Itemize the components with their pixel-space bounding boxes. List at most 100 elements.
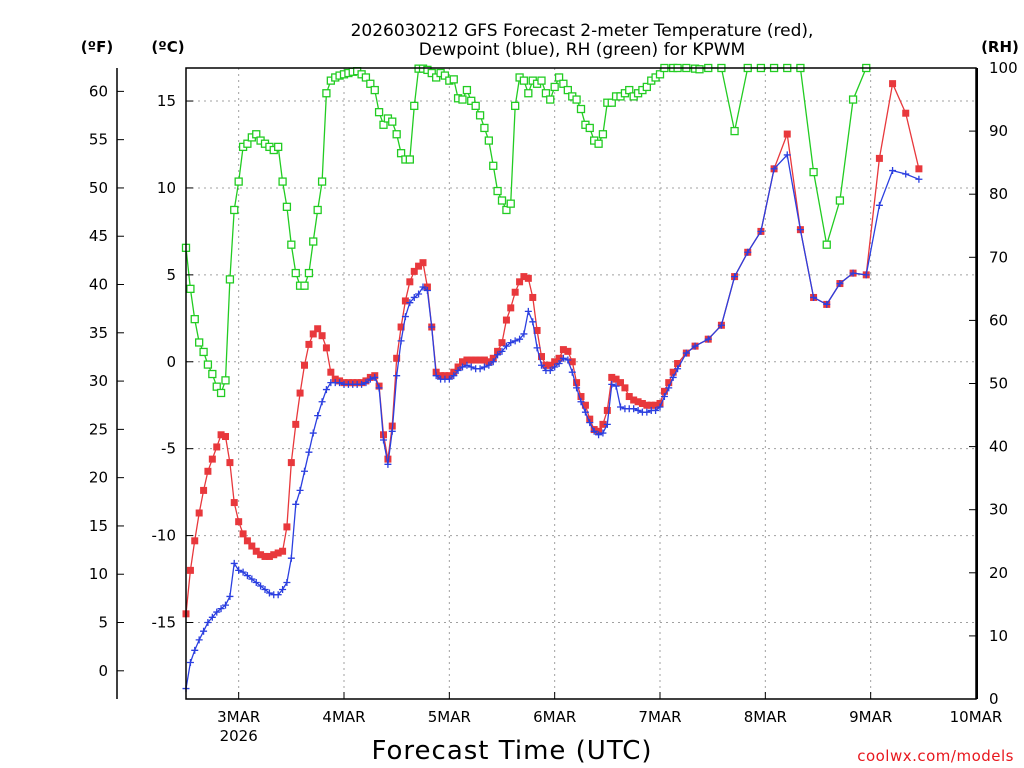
dewpoint-point [586,419,594,427]
temperature-point [507,304,515,312]
dewpoint-point [305,448,313,456]
temperature-point [498,339,506,347]
c-tick-label: -15 [152,614,177,632]
rh-point [458,95,467,104]
dewpoint-point [230,559,238,567]
dewpoint-point [603,420,611,428]
dewpoint-point [546,366,554,374]
dewpoint-point [516,335,524,343]
f-tick-label: 40 [89,276,108,294]
rh-point [502,205,511,215]
temperature-point [217,431,225,439]
temperature-point [200,486,208,494]
rh-point [594,139,603,148]
rh-tick-label: 70 [989,248,1008,266]
temperature-point [674,360,682,368]
dewpoint-point [875,201,883,209]
temperature-point [239,530,247,538]
temperature-point [279,547,287,555]
dewpoint-point [656,403,664,411]
dewpoint-point [235,566,243,574]
dewpoint-point [454,366,462,374]
dewpoint-point [823,300,831,308]
dewpoint-point [770,165,778,173]
rh-point [379,120,388,129]
rh-point [190,314,199,324]
rh-point [287,240,296,249]
dewpoint-point [551,363,559,371]
grid-lines [186,68,976,699]
temperature-point [551,358,559,366]
temperature-point [502,316,510,324]
dewpoint-point [423,287,431,295]
dewpoint-point [889,167,897,175]
rh-point [374,108,384,117]
rh-point [497,196,507,205]
dewpoint-point [208,613,216,621]
dewpoint-point [617,403,624,411]
temperature-point [669,368,677,376]
rh-point [300,281,309,290]
x-tick-label: 3MAR [217,708,260,726]
rh-tick-label: 10 [989,627,1008,645]
dewpoint-point [599,429,607,437]
dewpoint-point [362,379,370,387]
temperature-point [516,278,524,286]
rh-point [208,369,217,379]
temperature-point [603,406,611,414]
temperature-point [265,552,273,560]
temperature-point [252,547,260,555]
rh-point [282,202,292,211]
dewpoint-series [182,151,923,693]
rh-point [278,177,287,186]
rh-point [625,85,634,95]
rh-point [559,79,568,88]
rh-point [440,71,450,80]
temperature-point [634,398,642,406]
y-axis-c-unit-label: (ºC) [151,38,184,56]
dewpoint-point [674,365,682,373]
rh-tick-label: 40 [989,438,1008,456]
temperature-point [301,361,308,369]
x-tick-label: 9MAR [849,708,892,726]
dewpoint-point [191,646,199,654]
temperature-point [401,297,409,305]
rh-tick-label: 20 [989,564,1008,582]
dewpoint-point [459,363,466,371]
dewpoint-point [498,347,506,355]
temperature-point [467,356,475,364]
y-axis-rh-unit-label: (RH) [981,38,1019,56]
dewpoint-point [336,379,344,387]
temperature-point [191,537,199,545]
rh-point [317,177,327,186]
dewpoint-point [796,226,804,234]
rh-tick-label: 100 [989,59,1018,77]
dewpoint-point [717,321,725,329]
rh-tick-label: 50 [989,375,1008,393]
dewpoint-point [590,427,598,435]
rh-point [195,338,204,347]
temperature-point [314,325,322,333]
dewpoint-point [630,405,638,413]
rh-point [809,167,818,177]
dewpoint-point [612,382,620,390]
temperature-point [204,467,212,475]
rh-tick-label: 0 [989,690,999,708]
dewpoint-point [810,293,818,301]
temperature-point [577,393,585,401]
rh-point [524,89,533,98]
c-tick-label: -10 [152,527,177,545]
dewpoint-point [682,349,690,357]
dewpoint-point [226,592,234,600]
rh-point [370,85,379,95]
temperature-point [652,401,660,409]
series-layer [181,63,923,693]
temperature-point [274,549,282,557]
temperature-point [235,518,243,526]
temperature-point [621,384,629,392]
rh-point [230,205,239,215]
temperature-point [665,379,673,387]
dewpoint-point [862,271,870,279]
f-tick-label: 50 [89,179,108,197]
temperature-point [520,273,528,281]
